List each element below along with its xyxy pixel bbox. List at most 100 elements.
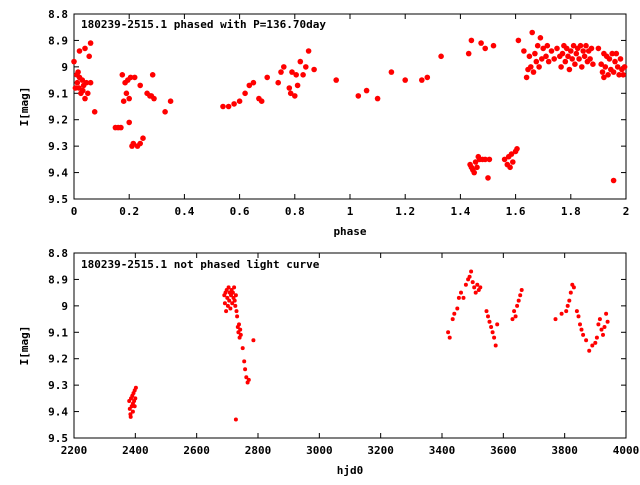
data-point: [242, 90, 248, 97]
data-point: [238, 327, 243, 332]
data-point: [243, 367, 248, 372]
data-point: [363, 87, 370, 94]
data-point: [559, 50, 566, 57]
data-point: [75, 69, 81, 75]
data-point: [222, 301, 227, 306]
x-tick-label: 0: [71, 205, 78, 218]
data-point: [472, 159, 479, 165]
x-axis: 0 0.2 0.4 0.6 0.8 1 1.2 1.4 1.6 1.8 2: [71, 14, 629, 218]
data-point: [91, 109, 98, 115]
data-point: [311, 66, 317, 73]
data-point: [246, 377, 251, 382]
data-point: [471, 169, 478, 176]
data-point: [465, 50, 472, 57]
y-tick-label: 9.1: [48, 87, 68, 100]
data-point: [83, 79, 90, 86]
x-tick-label: 3600: [490, 444, 517, 457]
data-point: [472, 285, 477, 290]
data-point: [82, 95, 88, 102]
data-point: [293, 72, 300, 78]
data-point: [469, 269, 474, 274]
data-point: [240, 346, 245, 351]
data-point: [486, 156, 493, 163]
data-point: [602, 325, 607, 329]
x-tick-label: 0.2: [119, 205, 139, 218]
data-point: [474, 164, 480, 171]
data-point: [563, 45, 570, 52]
data-point: [258, 98, 265, 104]
data-point: [578, 322, 582, 327]
data-point: [570, 42, 577, 49]
data-point: [236, 98, 243, 104]
data-point: [583, 42, 589, 49]
y-tick-label: 9.3: [48, 379, 68, 392]
data-point: [579, 327, 584, 332]
data-point: [126, 119, 132, 126]
data-point: [597, 317, 602, 322]
data-point: [616, 72, 622, 78]
data-point: [518, 293, 523, 298]
data-point: [530, 69, 537, 75]
data-point: [490, 330, 495, 335]
data-point: [564, 309, 569, 314]
data-point: [554, 45, 560, 52]
data-point: [508, 151, 515, 157]
data-point: [572, 61, 578, 67]
x-tick-label: 3200: [367, 444, 394, 457]
data-point: [470, 280, 475, 285]
data-point: [596, 322, 601, 327]
x-tick-label: 2600: [183, 444, 210, 457]
y-axis-label: I[mag]: [18, 87, 31, 127]
y-axis: 8.8 8.9 9 9.1 9.2 9.3 9.4 9.5: [48, 8, 626, 206]
x-tick-label: 2400: [122, 444, 149, 457]
data-point: [281, 64, 287, 70]
data-point: [587, 56, 593, 62]
x-tick-label: 2200: [61, 444, 88, 457]
data-point: [294, 82, 301, 89]
data-point: [278, 69, 284, 75]
data-point: [286, 85, 293, 91]
data-point: [516, 298, 521, 303]
chart-unphased: 2200 2400 2600 2800 3000 3200 3400 3600 3800 4000…: [18, 247, 639, 477]
data-point: [85, 90, 91, 97]
data-point: [599, 69, 606, 75]
data-point: [482, 45, 489, 52]
data-point: [532, 50, 538, 57]
data-point: [610, 69, 617, 75]
data-point: [123, 90, 130, 97]
data-point: [455, 306, 460, 311]
y-tick-label: 9.5: [48, 432, 68, 445]
data-point: [565, 303, 570, 308]
data-point: [602, 64, 609, 70]
data-point: [79, 77, 86, 83]
data-point: [533, 58, 540, 65]
data-point: [610, 177, 617, 184]
data-point: [510, 159, 516, 165]
data-point: [224, 309, 229, 314]
data-point: [87, 79, 94, 86]
data-point: [86, 53, 92, 60]
y-tick-label: 8.9: [48, 34, 68, 47]
data-point: [537, 35, 544, 41]
data-point: [485, 175, 491, 181]
data-point: [237, 322, 241, 327]
data-point: [553, 317, 558, 322]
data-point: [297, 58, 304, 65]
x-tick-label: 1.6: [506, 205, 526, 218]
data-point: [275, 79, 282, 86]
data-point: [495, 322, 500, 327]
data-point: [512, 309, 517, 314]
data-point: [574, 309, 579, 314]
y-tick-label: 8.9: [48, 273, 68, 286]
data-point: [232, 285, 237, 290]
data-point: [617, 56, 624, 62]
data-series: [71, 29, 628, 184]
data-point: [132, 404, 137, 409]
data-point: [82, 45, 88, 52]
data-point: [551, 56, 557, 62]
data-point: [478, 285, 483, 290]
data-point: [514, 146, 520, 152]
data-point: [128, 414, 133, 419]
data-point: [235, 314, 240, 319]
